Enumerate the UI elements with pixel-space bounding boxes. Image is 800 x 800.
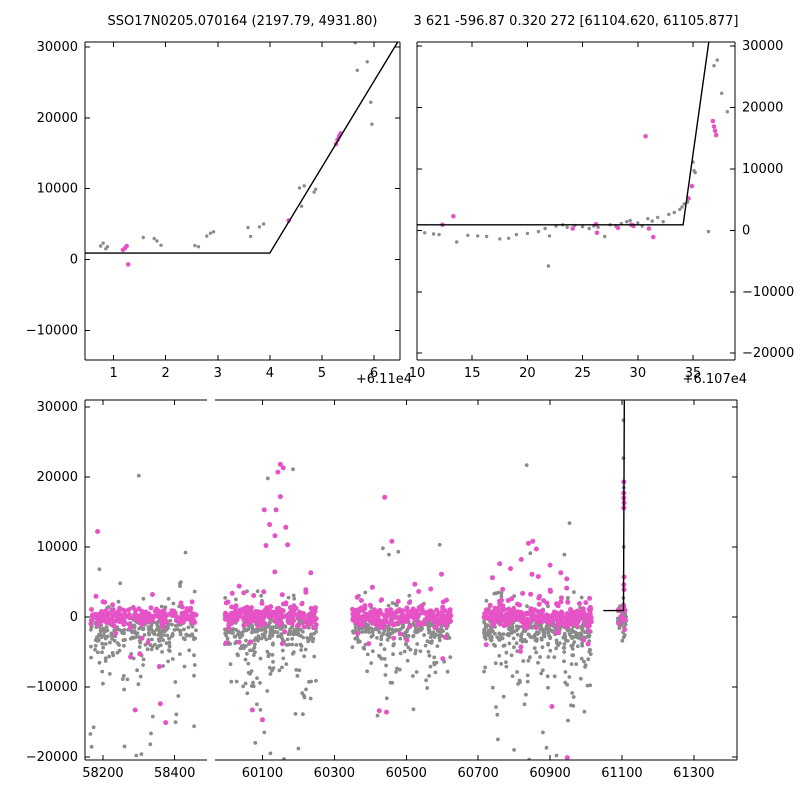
plot2-x-offset-label: +6.107e4	[682, 372, 747, 387]
axes-spines	[84, 399, 207, 761]
svg-text:2: 2	[162, 366, 170, 381]
svg-text:−10000: −10000	[26, 323, 78, 338]
axes-spines	[416, 41, 736, 361]
plot1-x-offset-label: +6.11e4	[355, 372, 412, 387]
tick-labels: 1 2 3 4 5 6 −10000 0 10000 20000 30000	[26, 40, 378, 381]
svg-text:61100: 61100	[601, 766, 642, 781]
axis-ticks	[416, 42, 735, 360]
magenta-points-layer	[440, 118, 719, 240]
svg-text:58200: 58200	[82, 766, 123, 781]
plot1-title: SSO17N0205.070164 (2197.79, 4931.80)	[107, 14, 378, 29]
axes-spines	[215, 399, 738, 761]
svg-text:35: 35	[685, 366, 702, 381]
svg-text:−20000: −20000	[742, 346, 794, 361]
svg-text:58400: 58400	[154, 766, 195, 781]
tick-labels: 58200 58400 −20000 −10000 0 10000 20000 30000	[26, 400, 196, 781]
svg-text:−10000: −10000	[742, 285, 794, 300]
svg-text:10000: 10000	[742, 162, 783, 177]
svg-text:−20000: −20000	[26, 750, 78, 765]
svg-text:0: 0	[70, 610, 78, 625]
svg-text:3: 3	[214, 366, 222, 381]
svg-text:1: 1	[109, 366, 117, 381]
svg-text:−10000: −10000	[26, 680, 78, 695]
gray-points-layer	[423, 58, 729, 268]
svg-text:30000: 30000	[742, 39, 783, 54]
axes-spines	[84, 41, 401, 361]
tick-labels: 60100 60300 60500 60700 60900 61100 61300	[242, 766, 715, 781]
svg-text:10: 10	[409, 366, 426, 381]
svg-text:60300: 60300	[314, 766, 355, 781]
plot-top-right: 10 15 20 25 30 35 −20000 −10000 0 10000 20000 30000	[409, 39, 795, 381]
fit-line	[417, 42, 710, 226]
axis-ticks	[85, 42, 400, 360]
magenta-points-layer	[120, 131, 343, 267]
svg-text:15: 15	[464, 366, 481, 381]
svg-text:30: 30	[630, 366, 647, 381]
svg-text:60100: 60100	[242, 766, 283, 781]
fit-line	[603, 400, 625, 612]
plot2-title: 3 621 -596.87 0.320 272 [61104.620, 6110…	[413, 14, 739, 29]
svg-text:30000: 30000	[37, 40, 78, 55]
svg-text:20: 20	[519, 366, 536, 381]
magenta-points-layer	[88, 529, 199, 726]
svg-text:20000: 20000	[37, 111, 78, 126]
svg-text:4: 4	[266, 366, 274, 381]
svg-text:0: 0	[70, 252, 78, 267]
axis-ticks	[85, 400, 176, 760]
svg-text:25: 25	[574, 366, 591, 381]
plot-top-left: 1 2 3 4 5 6 −10000 0 10000 20000 30000	[26, 40, 401, 381]
plot-bottom-left-panel: 58200 58400 −20000 −10000 0 10000 20000 30000	[26, 399, 207, 781]
tick-labels: 10 15 20 25 30 35 −20000 −10000 0 10000 20000 30000	[409, 39, 795, 381]
svg-text:60500: 60500	[386, 766, 427, 781]
svg-text:20000: 20000	[37, 470, 78, 485]
axis-ticks	[261, 400, 737, 760]
plot-bottom-right-panel: 60100 60300 60500 60700 60900 61100 61300	[215, 399, 738, 781]
gray-points-layer	[98, 42, 374, 251]
svg-text:30000: 30000	[37, 400, 78, 415]
svg-text:10000: 10000	[37, 182, 78, 197]
svg-text:20000: 20000	[742, 100, 783, 115]
svg-text:0: 0	[742, 223, 750, 238]
svg-text:5: 5	[318, 366, 326, 381]
svg-text:60700: 60700	[457, 766, 498, 781]
magenta-points-layer	[222, 461, 628, 760]
svg-text:6: 6	[370, 366, 378, 381]
svg-text:10000: 10000	[37, 540, 78, 555]
svg-text:61300: 61300	[673, 766, 714, 781]
fit-line	[85, 42, 399, 254]
svg-text:60900: 60900	[529, 766, 570, 781]
